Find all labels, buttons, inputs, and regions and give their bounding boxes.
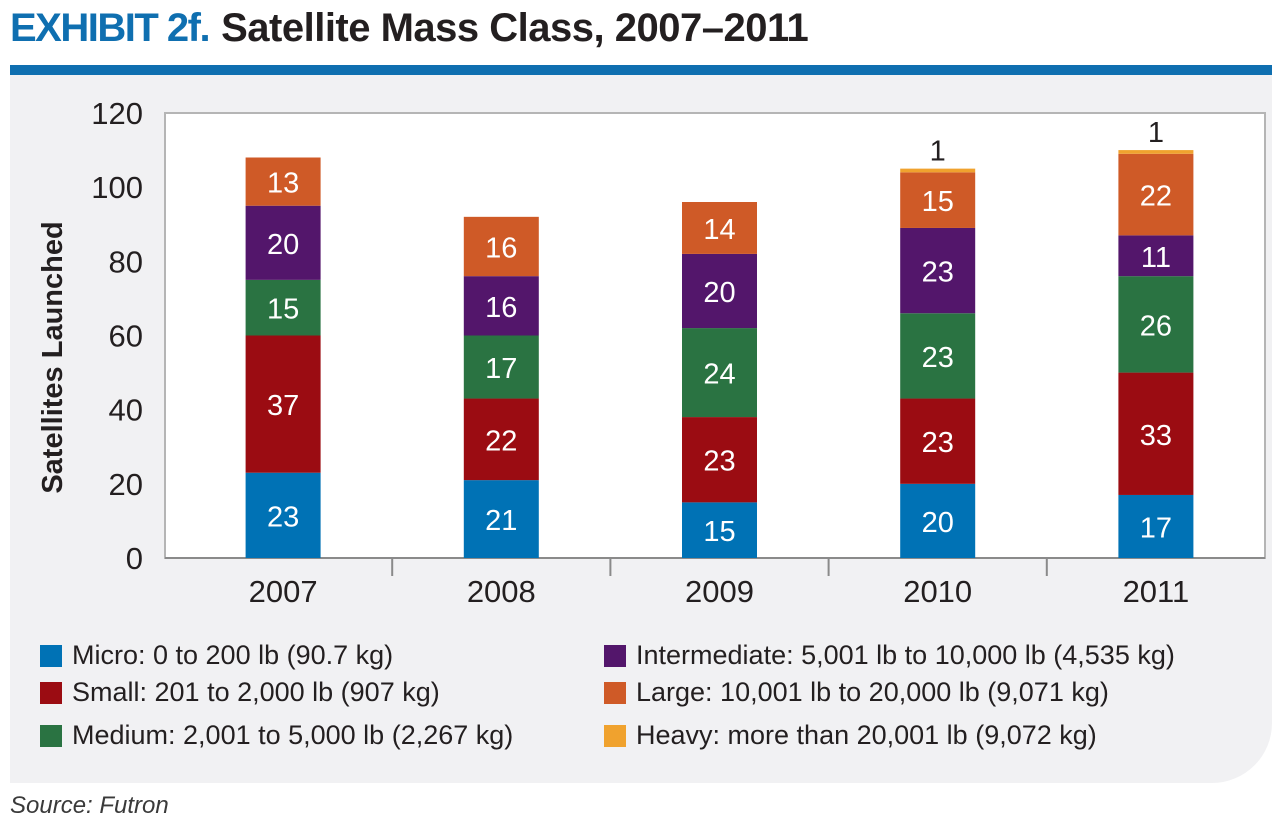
x-tick-label: 2007 [249, 574, 318, 609]
data-label: 1 [930, 136, 946, 168]
y-tick-label: 60 [109, 319, 143, 354]
legend-swatch [40, 681, 62, 704]
chart-title: EXHIBIT 2f. Satellite Mass Class, 2007–20… [10, 6, 809, 51]
y-tick-label: 100 [91, 170, 143, 205]
data-label: 24 [703, 359, 735, 391]
bar-segment [463, 398, 539, 481]
legend-label: Micro: 0 to 200 lb (90.7 kg) [72, 640, 394, 670]
bar-segment [900, 398, 976, 484]
bar-segment [245, 157, 321, 206]
data-label: 26 [1140, 310, 1172, 342]
legend-item: Heavy: more than 20,001 lb (9,072 kg) [604, 720, 1097, 751]
data-label: 20 [703, 277, 735, 309]
bar-segment [463, 276, 539, 336]
legend-item: Small: 201 to 2,000 lb (907 kg) [40, 677, 440, 708]
x-tick-label: 2008 [467, 574, 536, 609]
y-tick-label: 0 [126, 541, 143, 576]
data-label: 15 [703, 516, 735, 548]
bar-segment [682, 202, 757, 254]
legend-item: Micro: 0 to 200 lb (90.7 kg) [40, 640, 393, 671]
title-rule [10, 65, 1272, 75]
data-label: 15 [922, 186, 954, 218]
bar-segment [682, 328, 757, 418]
bar-segment [682, 253, 757, 329]
data-label: 23 [922, 257, 954, 289]
bar-segment [1118, 150, 1194, 154]
legend-item: Intermediate: 5,001 lb to 10,000 lb (4,5… [604, 640, 1175, 671]
exhibit-label: EXHIBIT 2f. [10, 6, 211, 50]
y-tick-label: 120 [91, 96, 143, 131]
data-label: 17 [485, 353, 517, 385]
bar-segment [463, 480, 539, 558]
x-tick-label: 2009 [685, 574, 754, 609]
legend-label: Medium: 2,001 to 5,000 lb (2,267 kg) [72, 720, 514, 750]
data-label: 23 [267, 501, 299, 533]
data-label: 13 [267, 168, 299, 200]
bar-segment [900, 483, 976, 558]
data-label: 23 [703, 446, 735, 478]
data-label: 15 [267, 294, 299, 326]
legend-label: Intermediate: 5,001 lb to 10,000 lb (4,5… [636, 640, 1175, 670]
bar-segment [900, 227, 976, 314]
bar-segment [900, 168, 976, 173]
data-label: 23 [922, 342, 954, 374]
legend-swatch [40, 644, 62, 667]
legend-label: Heavy: more than 20,001 lb (9,072 kg) [636, 720, 1097, 750]
source-note: Source: Futron [10, 792, 169, 819]
data-label: 16 [485, 233, 517, 265]
legend-label: Small: 201 to 2,000 lb (907 kg) [72, 677, 440, 707]
legend-swatch [604, 681, 626, 704]
y-tick-label: 20 [109, 467, 143, 502]
bar-segment [245, 472, 321, 558]
data-label: 21 [485, 505, 517, 537]
data-label: 11 [1141, 242, 1171, 274]
legend-swatch [40, 724, 62, 747]
bar-segment [245, 279, 321, 336]
legend-item: Large: 10,001 lb to 20,000 lb (9,071 kg) [604, 677, 1109, 708]
y-tick-label: 80 [109, 244, 143, 279]
bar-segment [245, 335, 321, 473]
data-label: 17 [1140, 512, 1172, 544]
bar-segment [1118, 235, 1194, 277]
y-axis-label: Satellites Launched [37, 221, 69, 493]
legend-label: Large: 10,001 lb to 20,000 lb (9,071 kg) [636, 677, 1109, 707]
data-label: 14 [703, 214, 735, 246]
bar-segment [1118, 494, 1194, 558]
bar-segment [682, 502, 757, 558]
bar-segment [463, 216, 539, 277]
legend-swatch [604, 724, 626, 747]
data-label: 22 [485, 425, 517, 457]
bar-segment [463, 335, 539, 399]
legend-swatch [604, 644, 626, 667]
x-tick-label: 2010 [903, 574, 972, 609]
data-label: 16 [485, 292, 517, 324]
legend-item: Medium: 2,001 to 5,000 lb (2,267 kg) [40, 720, 513, 751]
data-label: 22 [1140, 181, 1172, 213]
bar-segment [1118, 153, 1194, 236]
data-label: 37 [267, 390, 299, 422]
data-label: 1 [1148, 117, 1164, 149]
x-tick-label: 2011 [1123, 574, 1190, 609]
bar-segment [900, 313, 976, 399]
data-label: 20 [267, 229, 299, 261]
bar-segment [1118, 372, 1194, 495]
bar-segment [1118, 276, 1194, 373]
data-label: 33 [1140, 420, 1172, 452]
title-text: Satellite Mass Class, 2007–2011 [221, 6, 809, 50]
bar-segment [682, 417, 757, 503]
data-label: 23 [922, 427, 954, 459]
y-tick-label: 40 [109, 393, 143, 428]
data-label: 20 [922, 507, 954, 539]
bar-segment [245, 205, 321, 280]
bar-segment [900, 172, 976, 228]
